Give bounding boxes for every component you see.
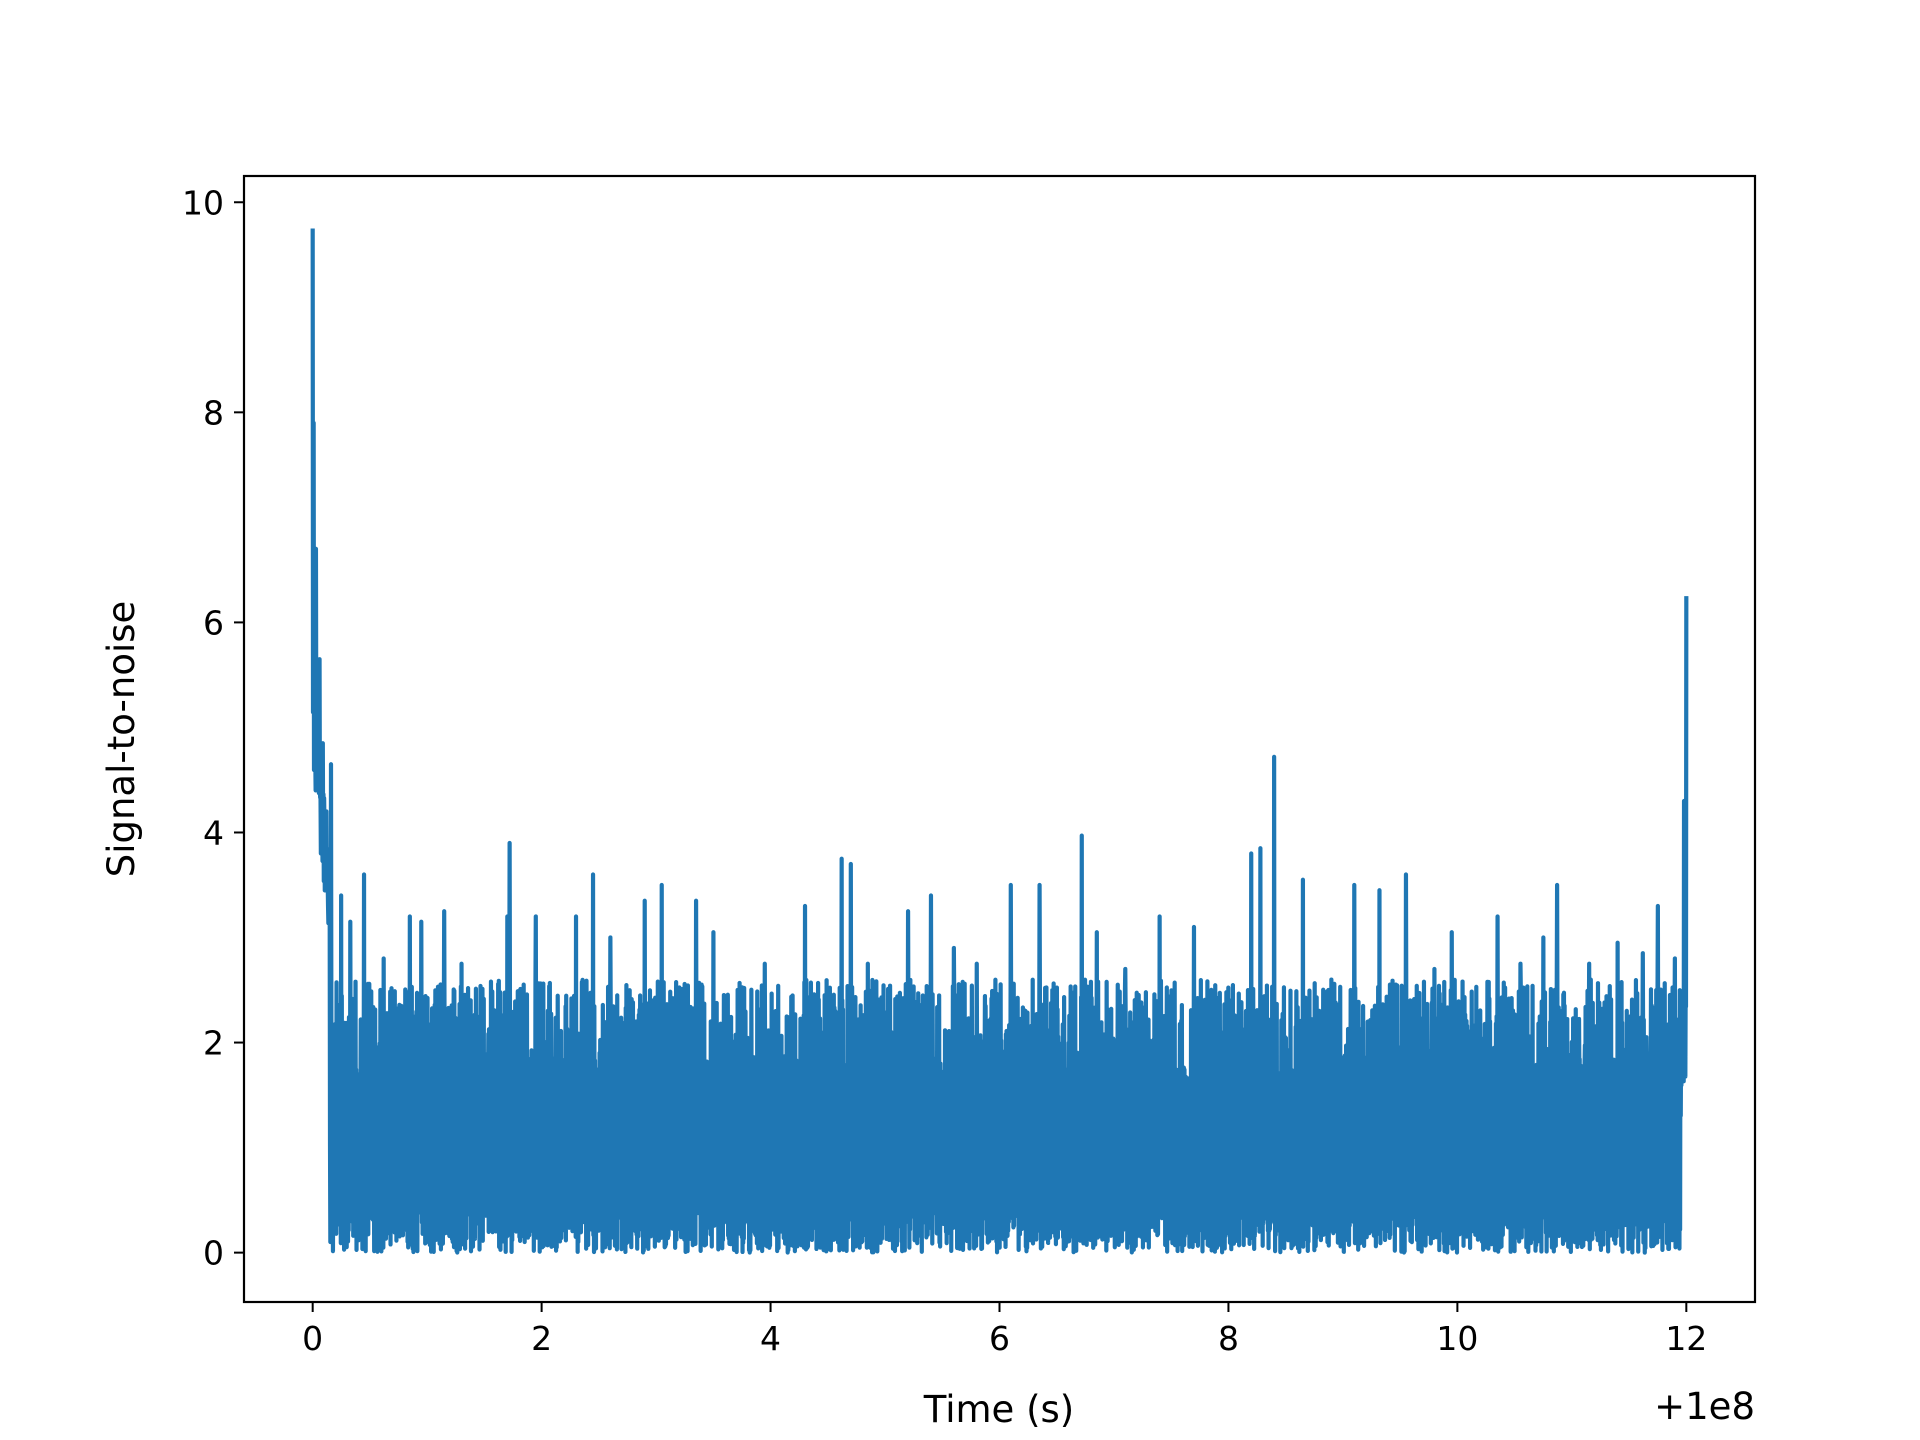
y-tick-label: 4 [203,813,224,852]
y-tick-label: 8 [203,393,224,432]
x-tick-label: 10 [1436,1319,1478,1358]
y-axis-label: Signal-to-noise [100,601,143,878]
ticks-layer: 0 2 4 6 8 10 12 0 2 4 6 8 10 [182,183,1707,1358]
y-tick-label: 10 [182,183,224,222]
x-offset-label: +1e8 [1654,1385,1755,1428]
x-tick-label: 0 [302,1319,323,1358]
snr-series-line [310,228,1689,1255]
x-tick-label: 6 [989,1319,1010,1358]
x-tick-label: 12 [1665,1319,1707,1358]
x-tick-label: 2 [531,1319,552,1358]
y-tick-label: 6 [203,603,224,642]
plot-layer [310,228,1689,1255]
x-tick-label: 8 [1218,1319,1239,1358]
x-tick-label: 4 [760,1319,781,1358]
x-axis-label: Time (s) [923,1388,1074,1431]
y-tick-label: 2 [203,1024,224,1063]
y-tick-label: 0 [203,1234,224,1273]
